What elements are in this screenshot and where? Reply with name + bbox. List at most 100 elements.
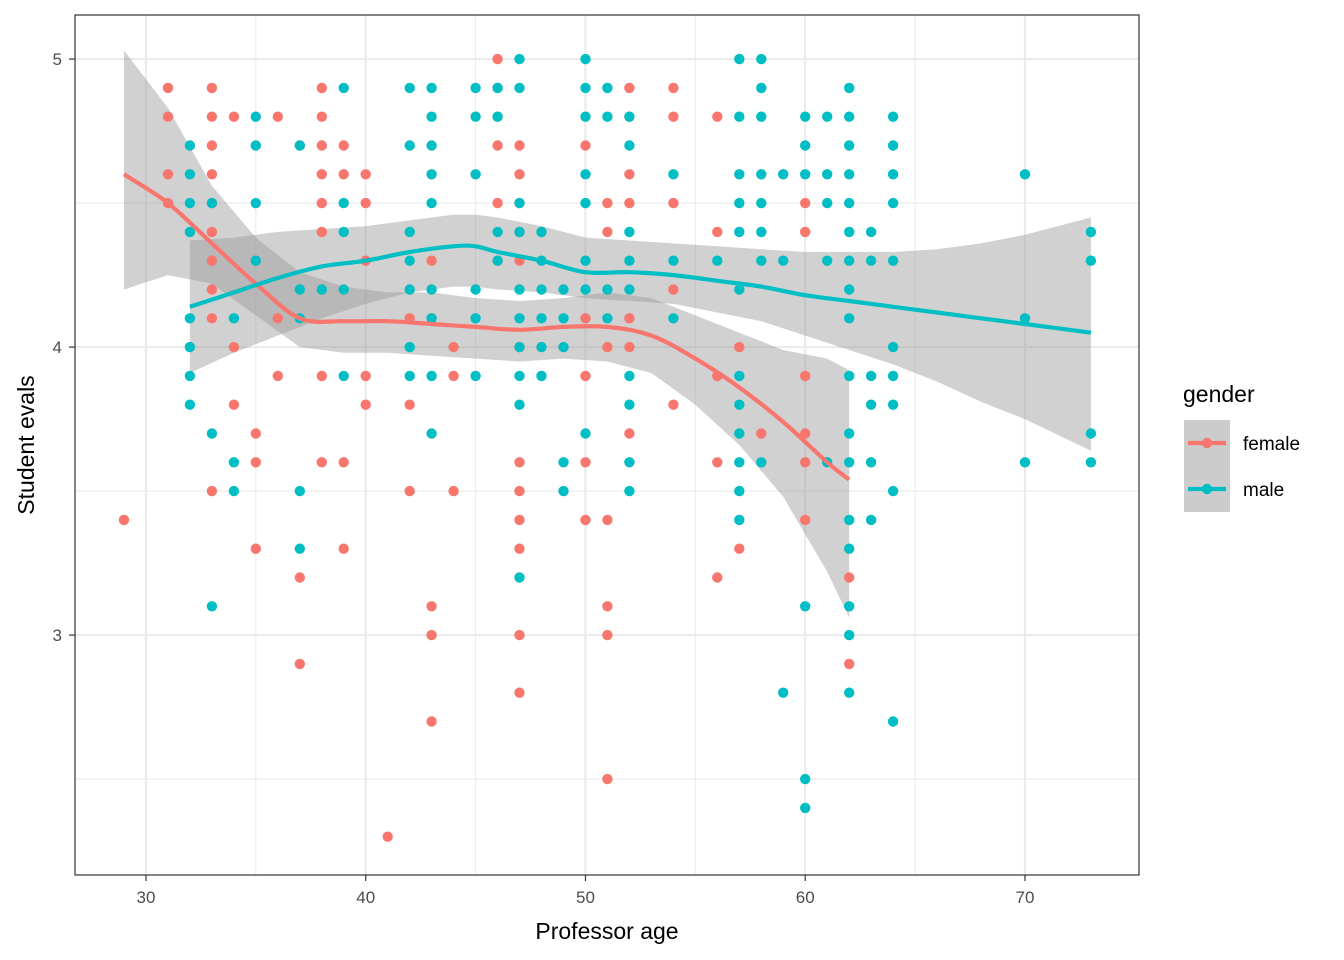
data-point-female <box>338 543 349 554</box>
data-point-male <box>426 82 437 94</box>
data-point-male <box>887 140 899 151</box>
data-point-male <box>624 370 635 382</box>
data-point-male <box>558 284 569 295</box>
data-point-male <box>734 428 745 439</box>
data-point-male <box>734 53 745 65</box>
data-point-female <box>448 341 459 353</box>
data-point-female <box>206 140 218 151</box>
data-point-female <box>316 111 327 122</box>
data-point-male <box>184 399 196 410</box>
data-point-male <box>1085 457 1097 468</box>
data-point-male <box>734 514 745 526</box>
data-point-male <box>756 169 767 180</box>
data-point-female <box>206 169 218 180</box>
data-point-female <box>602 601 613 612</box>
data-point-female <box>316 370 327 382</box>
data-point-male <box>624 255 635 266</box>
data-point-female <box>800 226 811 238</box>
data-point-male <box>800 169 811 180</box>
data-point-male <box>865 226 877 238</box>
y-tick-label: 3 <box>53 626 62 645</box>
data-point-male <box>734 370 745 382</box>
data-point-male <box>514 399 525 410</box>
data-point-female <box>206 255 218 266</box>
data-point-female <box>514 687 525 698</box>
data-point-female <box>206 82 218 94</box>
data-point-male <box>668 255 679 266</box>
data-point-male <box>822 169 833 180</box>
data-point-male <box>558 313 569 324</box>
data-point-female <box>844 572 855 583</box>
data-point-female <box>228 111 240 122</box>
data-point-female <box>338 457 349 468</box>
data-point-male <box>426 428 437 439</box>
data-point-female <box>580 457 591 468</box>
data-point-female <box>580 140 591 151</box>
data-point-male <box>426 313 437 324</box>
data-point-male <box>404 140 415 151</box>
data-point-male <box>580 111 591 122</box>
data-point-male <box>404 226 415 238</box>
data-point-female <box>624 428 635 439</box>
data-point-male <box>624 457 635 468</box>
data-point-male <box>294 284 305 295</box>
data-point-male <box>184 370 196 382</box>
data-point-female <box>602 341 613 353</box>
data-point-female <box>580 370 591 382</box>
data-point-male <box>800 111 811 122</box>
data-point-male <box>887 197 899 209</box>
data-point-female <box>316 82 327 94</box>
data-point-male <box>294 543 305 554</box>
data-point-female <box>162 169 174 180</box>
data-point-male <box>602 284 613 295</box>
data-point-male <box>624 226 635 238</box>
data-point-female <box>206 284 218 295</box>
data-point-male <box>536 370 547 382</box>
data-point-male <box>887 399 899 410</box>
legend-key-point-male <box>1201 483 1213 495</box>
data-point-female <box>316 226 327 238</box>
data-point-male <box>558 485 569 497</box>
data-point-male <box>470 284 481 295</box>
data-point-male <box>800 773 811 785</box>
data-point-male <box>294 485 305 497</box>
data-point-female <box>800 457 811 468</box>
data-point-male <box>580 82 591 94</box>
data-point-male <box>1019 457 1031 468</box>
data-point-female <box>206 111 218 122</box>
data-point-male <box>865 370 877 382</box>
x-axis-title: Professor age <box>535 918 678 944</box>
data-point-female <box>800 514 811 526</box>
data-point-male <box>844 428 855 439</box>
data-point-female <box>294 658 305 670</box>
data-point-male <box>844 111 855 122</box>
data-point-male <box>426 284 437 295</box>
data-point-male <box>404 255 415 266</box>
data-point-male <box>844 226 855 238</box>
data-point-male <box>887 111 899 122</box>
data-point-male <box>514 341 525 353</box>
data-point-male <box>470 169 481 180</box>
data-point-female <box>734 543 745 554</box>
panel-border <box>74 14 1140 876</box>
data-point-male <box>734 111 745 122</box>
data-point-male <box>756 457 767 468</box>
data-point-male <box>514 370 525 382</box>
data-point-male <box>404 370 415 382</box>
data-point-male <box>602 313 613 324</box>
data-point-male <box>514 226 525 238</box>
data-point-male <box>756 82 767 94</box>
data-point-male <box>206 197 218 209</box>
data-point-female <box>668 399 679 410</box>
data-point-female <box>580 514 591 526</box>
data-point-female <box>228 399 240 410</box>
data-point-female <box>426 629 437 641</box>
data-point-male <box>470 313 481 324</box>
data-point-male <box>822 111 833 122</box>
data-point-male <box>624 140 635 151</box>
data-point-female <box>360 399 371 410</box>
data-point-female <box>316 197 327 209</box>
data-point-male <box>602 82 613 94</box>
data-point-male <box>844 169 855 180</box>
x-tick-label: 40 <box>356 888 375 907</box>
